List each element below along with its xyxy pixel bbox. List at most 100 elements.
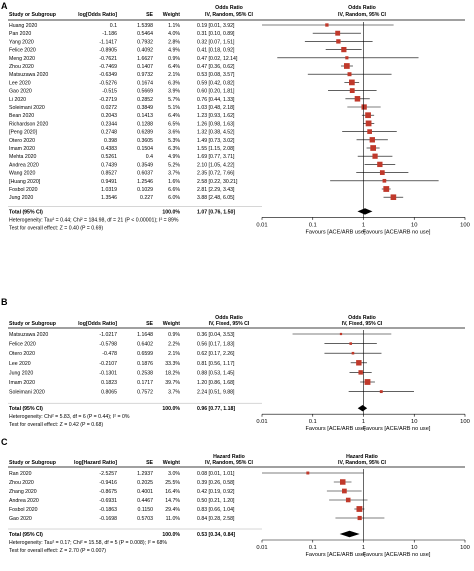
point-estimate-marker (356, 360, 362, 366)
x-tick-label: 0.1 (309, 222, 317, 228)
ci-value: 0.41 [0.18, 0.92] (197, 48, 235, 54)
study-name: Fosbol 2020 (9, 187, 38, 193)
plot-header-title: Hazard Ratio (346, 454, 378, 460)
se-header: SE (146, 12, 153, 18)
x-tick-label: 10 (411, 419, 417, 425)
point-estimate-marker (364, 379, 371, 385)
table-row: Wang 2020 0.8527 0.6037 3.7% 2.35 [0.72, 7.6… (9, 170, 409, 177)
table-row: Imam 2020 0.4383 0.1504 6.3% 1.55 [1.15, 2.0… (9, 145, 380, 152)
estimate-value: -0.1698 (99, 516, 117, 522)
point-estimate-marker (335, 30, 341, 36)
se-value: 0.1504 (137, 146, 153, 152)
estimate-value: -0.6349 (99, 72, 117, 78)
se-value: 0.7572 (137, 390, 153, 396)
weight-header: Weight (163, 321, 180, 327)
estimate-value: -0.2107 (99, 361, 117, 367)
estimate-value: -0.6931 (99, 498, 117, 504)
plot-header-method: IV, Random, 95% CI (338, 460, 387, 466)
estimate-header: log[Odds Ratio] (78, 321, 117, 327)
total-label: Total (95% CI) (9, 532, 43, 538)
weight-value: 5.7% (168, 97, 180, 103)
point-estimate-marker (341, 46, 347, 53)
x-tick-label: 100 (460, 545, 470, 551)
estimate-value: -0.515 (102, 89, 117, 95)
table-row: Bean 2020 0.2043 0.1413 6.4% 1.23 [0.93, 1.6… (9, 112, 375, 119)
se-value: 0.2025 (137, 480, 153, 486)
study-name: Lee 2020 (9, 80, 31, 86)
study-name: Matsuzawa 2020 (9, 72, 48, 78)
table-row: Imam 2020 0.1823 0.1717 39.7% 1.20 [0.86, 1.… (9, 379, 375, 386)
point-estimate-marker (306, 471, 310, 475)
weight-header: Weight (163, 460, 180, 466)
study-name: Soleimani 2020 (9, 105, 45, 111)
ci-value: 0.19 [0.01, 3.92] (197, 23, 235, 29)
se-value: 0.1407 (137, 64, 153, 70)
point-estimate-marker (343, 63, 350, 69)
table-row: Richardson 2020 0.2344 0.1288 6.5% 1.26 [0.9… (9, 120, 375, 127)
forest-panel-a: A Odds Ratio Odds Ratio Study or Subgroup lo… (1, 1, 470, 235)
estimate-value: -0.8675 (99, 489, 117, 495)
study-name: Jung 2020 (9, 370, 33, 376)
ci-value: 1.69 [0.77, 3.71] (197, 154, 235, 160)
study-name: Richardson 2020 (9, 121, 48, 127)
ci-header-method: IV, Fixed, 95% CI (209, 321, 250, 327)
weight-value: 6.4% (168, 113, 180, 119)
ci-value: 0.88 [0.53, 1.45] (197, 370, 235, 376)
table-row: Pan 2020 -1.186 0.5464 4.0% 0.31 [0.10, 0.89… (9, 30, 361, 37)
estimate-value: 0.1823 (101, 380, 117, 386)
total-label: Total (95% CI) (9, 209, 43, 215)
ci-value: 0.36 [0.04, 3.53] (197, 332, 235, 338)
se-value: 0.4001 (137, 489, 153, 495)
se-value: 0.4467 (137, 498, 153, 504)
weight-value: 6.3% (168, 146, 180, 152)
ci-value: 1.55 [1.15, 2.08] (197, 146, 235, 152)
table-row: Zhou 2020 -0.7469 0.1407 6.4% 0.47 [0.36, 0.… (9, 63, 353, 70)
weight-value: 14.7% (165, 498, 180, 504)
total-ci: 0.53 [0.34, 0.84] (197, 532, 235, 538)
se-value: 0.6289 (137, 130, 153, 136)
point-estimate-marker (356, 506, 363, 512)
study-name: Imam 2020 (9, 380, 35, 386)
estimate-value: 0.7439 (101, 162, 117, 168)
se-value: 0.1413 (137, 113, 153, 119)
plot-header-title: Odds Ratio (348, 5, 376, 11)
se-value: 0.6402 (137, 342, 153, 348)
weight-value: 18.2% (165, 370, 180, 376)
estimate-value: -0.1301 (99, 370, 117, 376)
se-value: 0.1150 (138, 507, 154, 513)
table-row: Huang 2020 0.1 1.5398 1.1% 0.19 [0.01, 3.92] (9, 23, 394, 29)
ci-value: 1.23 [0.93, 1.62] (197, 113, 235, 119)
ci-value: 2.10 [1.05, 4.22] (197, 162, 235, 168)
se-value: 0.2852 (137, 97, 153, 103)
ci-value: 2.81 [2.29, 3.43] (197, 187, 235, 193)
se-value: 0.1876 (137, 361, 153, 367)
weight-value: 29.4% (165, 507, 180, 513)
se-value: 0.227 (140, 195, 153, 201)
ci-value: 2.58 [0.22, 30.21] (197, 179, 238, 185)
estimate-value: 0.8065 (101, 390, 117, 396)
study-name: Soleimani 2020 (9, 390, 45, 396)
se-value: 0.5703 (137, 516, 153, 522)
ci-value: 0.60 [0.20, 1.81] (197, 89, 235, 95)
table-row: Li 2020 -0.2719 0.2852 5.7% 0.76 [0.44, 1.33… (9, 96, 370, 103)
table-row: Ran 2020 -2.5257 1.2937 3.0% 0.08 [0.01, 1.0… (9, 471, 364, 477)
weight-value: 2.1% (168, 72, 180, 78)
x-tick-label: 0.1 (309, 545, 317, 551)
study-name: Ran 2020 (9, 471, 32, 477)
table-row: Zhou 2020 -0.9416 0.2025 25.5% 0.39 [0.26, 0… (9, 479, 352, 486)
ci-value: 0.56 [0.17, 1.83] (197, 342, 235, 348)
ci-value: 0.08 [0.01, 1.01] (197, 471, 235, 477)
estimate-value: -1.186 (102, 31, 117, 37)
se-value: 0.5464 (137, 31, 153, 37)
point-estimate-marker (325, 23, 329, 27)
x-tick-label: 0.01 (256, 545, 267, 551)
overall-effect-text: Test for overall effect: Z = 2.70 (P = 0… (9, 548, 106, 554)
study-name: Otero 2020 (9, 138, 35, 144)
weight-value: 6.0% (168, 195, 180, 201)
weight-value: 0.9% (168, 332, 180, 338)
plot-header-title: Odds Ratio (348, 315, 376, 321)
weight-value: 3.7% (168, 171, 180, 177)
estimate-value: 0.0272 (101, 105, 117, 111)
study-header: Study or Subgroup (9, 460, 56, 466)
x-tick-label: 0.01 (256, 222, 267, 228)
